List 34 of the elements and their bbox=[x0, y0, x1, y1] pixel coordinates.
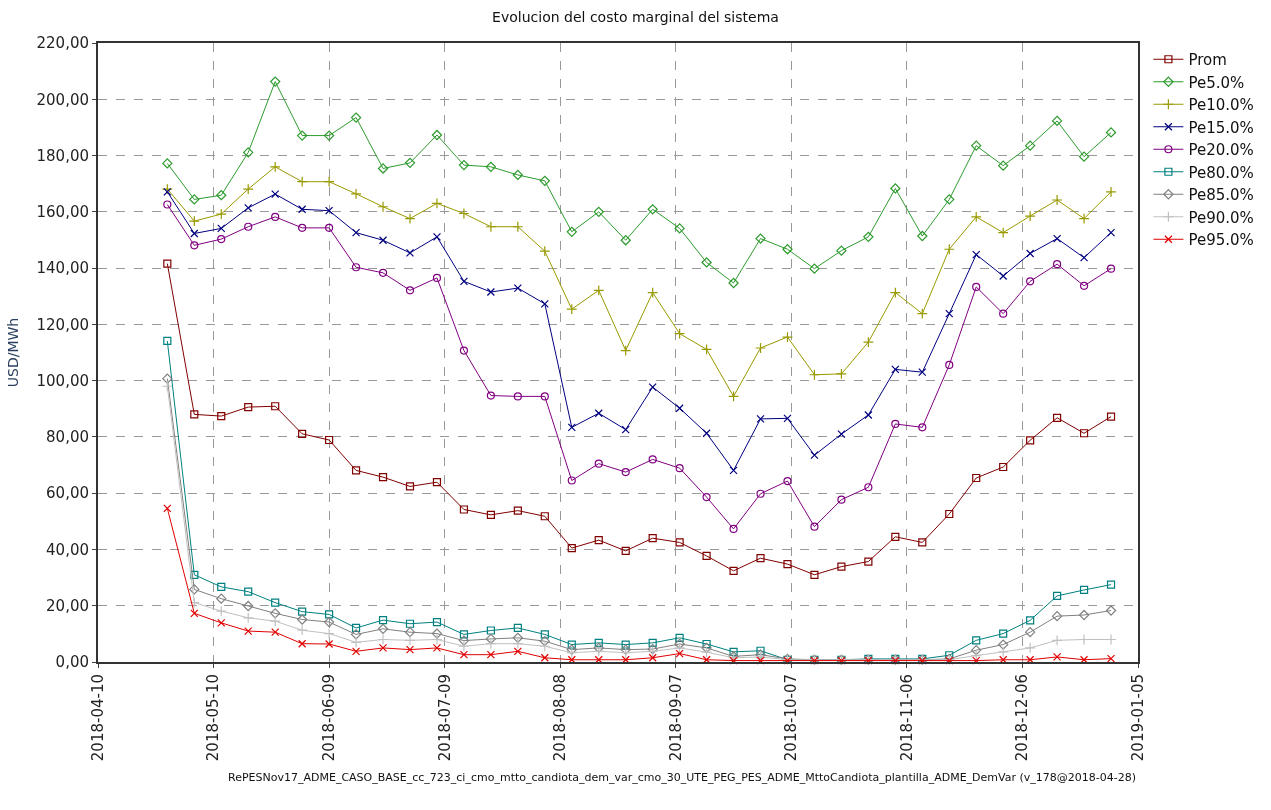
y-tick-label: 40,00 bbox=[46, 540, 89, 559]
y-tick-label: 60,00 bbox=[46, 484, 89, 503]
text: RePESNov17_ADME_CASO_BASE_cc_723_ci_cmo_mtto_candiota_dem_var_cmo_30_UTE_PEG_PES_ADME_MttoCandiota_plantilla_ADME_DemVar (v_178@2018-04-28) bbox=[228, 771, 1137, 784]
x-tick-label: 2018-05-10 bbox=[204, 674, 223, 762]
y-tick-label: 140,00 bbox=[36, 259, 89, 278]
x-tick-label: 2018-12-06 bbox=[1013, 674, 1032, 762]
legend-label: Pe5.0% bbox=[1188, 73, 1245, 92]
x-tick-label: 2018-09-07 bbox=[666, 674, 685, 762]
chart-title: Evolucion del costo marginal del sistema bbox=[492, 8, 779, 25]
legend-label: Pe95.0% bbox=[1188, 231, 1254, 250]
x-tick-label: 2018-04-10 bbox=[88, 674, 107, 762]
x-tick-label: 2018-10-07 bbox=[782, 674, 801, 762]
y-tick-label: 220,00 bbox=[36, 34, 89, 53]
y-tick-label: 180,00 bbox=[36, 146, 89, 165]
y-axis-title: USD/MWh bbox=[4, 317, 21, 388]
y-tick-label: 120,00 bbox=[36, 315, 89, 334]
legend-label: Pe85.0% bbox=[1188, 186, 1254, 205]
y-tick-label: 20,00 bbox=[46, 596, 89, 615]
y-tick-label: 160,00 bbox=[36, 203, 89, 222]
x-tick-label: 2018-07-09 bbox=[435, 674, 454, 762]
y-tick-label: 80,00 bbox=[46, 428, 89, 447]
x-tick-label: 2018-06-09 bbox=[319, 674, 338, 762]
y-tick-label: 200,00 bbox=[36, 90, 89, 109]
legend-label: Pe90.0% bbox=[1188, 208, 1254, 227]
x-tick-label: 2019-01-05 bbox=[1128, 674, 1147, 762]
x-tick-label: 2018-11-06 bbox=[897, 674, 916, 762]
y-tick-label: 100,00 bbox=[36, 371, 89, 390]
legend-label: Pe20.0% bbox=[1188, 141, 1254, 160]
legend-label: Pe10.0% bbox=[1188, 96, 1254, 115]
y-tick-label: 0,00 bbox=[55, 653, 89, 672]
legend-label: Pe80.0% bbox=[1188, 163, 1254, 182]
legend-label: Pe15.0% bbox=[1188, 118, 1254, 137]
x-tick-label: 2018-08-08 bbox=[551, 674, 570, 762]
legend-label: Prom bbox=[1188, 51, 1227, 70]
